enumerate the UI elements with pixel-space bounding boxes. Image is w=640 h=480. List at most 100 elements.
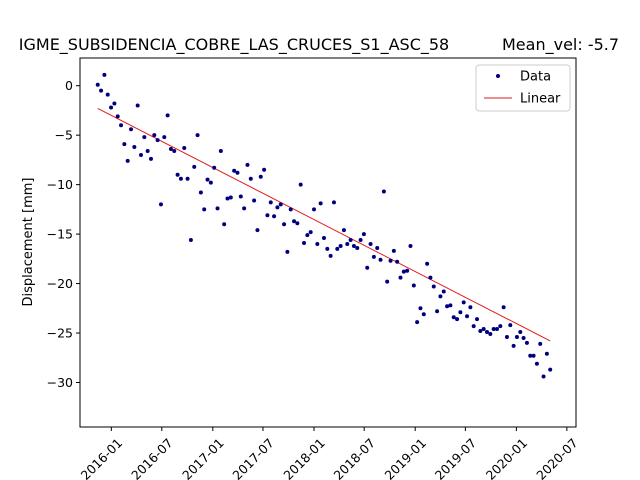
x-tick-label: 2018-07 (331, 435, 379, 480)
data-point (222, 222, 227, 227)
plot-area (95, 72, 553, 379)
data-point (308, 230, 313, 235)
data-point (312, 207, 316, 212)
data-point (212, 165, 217, 170)
data-point (365, 265, 370, 270)
data-point (388, 258, 393, 263)
data-point (245, 162, 250, 167)
data-point (252, 198, 257, 203)
data-point (468, 305, 473, 310)
data-point (132, 145, 137, 150)
data-point (158, 202, 163, 207)
data-point (188, 238, 193, 243)
data-point (514, 334, 519, 339)
data-point (448, 303, 453, 308)
y-tick-label: −25 (47, 326, 73, 341)
data-point (295, 221, 300, 226)
data-point (501, 305, 506, 310)
data-point (544, 351, 549, 356)
data-point (458, 310, 463, 315)
data-point (225, 196, 230, 201)
data-point (218, 148, 223, 153)
data-point (102, 72, 107, 77)
legend: Data Linear (475, 64, 571, 112)
y-tick-label: −15 (47, 227, 73, 242)
data-point (511, 343, 516, 348)
data-point (208, 180, 213, 185)
data-point (368, 241, 373, 246)
y-tick-label: −5 (55, 128, 73, 143)
data-point (541, 374, 546, 379)
data-point (195, 133, 200, 138)
data-point (534, 361, 539, 366)
data-point (288, 207, 293, 212)
data-point (405, 268, 410, 273)
data-point (228, 195, 233, 200)
data-point (328, 253, 333, 258)
y-axis-label: Displacement [mm] (21, 178, 36, 307)
data-point (498, 324, 503, 329)
data-point (152, 133, 157, 138)
data-point (338, 243, 343, 248)
data-point (358, 238, 363, 243)
data-point (305, 233, 310, 238)
data-point (481, 327, 486, 332)
data-point (178, 176, 183, 181)
legend-data-label: Data (520, 70, 551, 85)
data-point (548, 367, 553, 372)
data-point (438, 294, 443, 299)
data-point (341, 228, 346, 233)
data-point (202, 207, 207, 212)
data-point (361, 232, 366, 237)
data-point (148, 156, 153, 161)
legend-data-marker (496, 74, 500, 78)
data-point (262, 167, 267, 172)
data-point (198, 190, 203, 195)
data-point (524, 340, 529, 345)
data-point (248, 176, 253, 181)
data-point (165, 113, 170, 118)
data-point (335, 246, 340, 251)
axes-frame (79, 57, 577, 428)
data-point (325, 246, 330, 251)
data-point (285, 249, 290, 254)
data-point (318, 201, 323, 206)
x-tick-label: 2017-07 (229, 435, 277, 480)
data-point (105, 92, 110, 97)
data-point (192, 164, 197, 169)
x-tick-label: 2016-07 (128, 435, 176, 480)
data-point (494, 327, 499, 332)
y-tick-label: −10 (47, 177, 73, 192)
data-point (292, 219, 297, 224)
y-tick-label: 0 (65, 78, 73, 93)
data-point (345, 241, 350, 246)
data-point (242, 206, 247, 211)
data-point (135, 103, 140, 108)
data-point (205, 177, 210, 182)
data-point (418, 306, 423, 311)
data-point (99, 88, 104, 93)
data-point (411, 283, 416, 288)
data-point (455, 317, 460, 322)
data-point (122, 142, 127, 147)
data-point (182, 146, 187, 151)
data-point (258, 174, 263, 179)
x-tick-label: 2020-01 (483, 435, 531, 480)
data-point (112, 101, 117, 106)
data-point (215, 206, 220, 211)
data-point (408, 243, 413, 248)
data-point (378, 257, 383, 262)
data-point (425, 261, 430, 266)
data-point (441, 289, 446, 294)
data-point (162, 135, 167, 140)
data-point (385, 279, 390, 284)
x-tick-label: 2018-01 (280, 435, 328, 480)
data-point (331, 200, 336, 205)
data-point (435, 309, 440, 314)
data-point (478, 329, 483, 334)
data-point (272, 214, 277, 219)
data-point (415, 320, 420, 325)
data-point (485, 330, 489, 335)
